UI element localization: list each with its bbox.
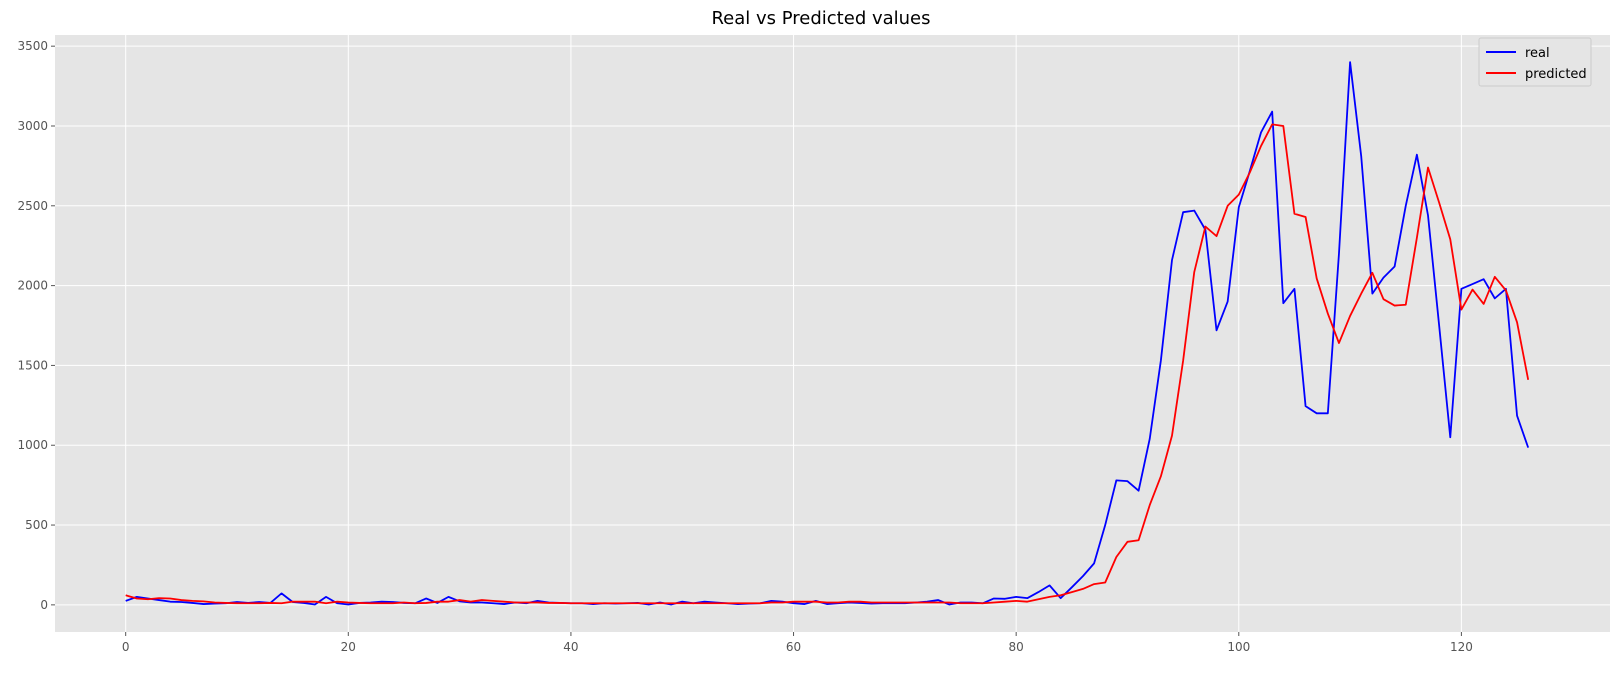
y-tick-label: 3000 xyxy=(17,119,48,133)
y-tick-label: 500 xyxy=(25,518,48,532)
chart-title: Real vs Predicted values xyxy=(711,8,930,29)
y-tick-label: 2500 xyxy=(17,199,48,213)
y-tick-label: 1000 xyxy=(17,438,48,452)
series-layer xyxy=(125,61,1530,606)
x-axis-ticks: 0 20 40 60 80 100 120 xyxy=(122,632,1473,654)
x-tick-label: 100 xyxy=(1227,640,1250,654)
x-tick-label: 0 xyxy=(122,640,130,654)
y-tick-label: 0 xyxy=(40,598,48,612)
x-tick-label: 60 xyxy=(786,640,801,654)
legend: real predicted xyxy=(1478,37,1592,87)
y-axis-ticks: 0 500 1000 1500 2000 2500 3000 3500 xyxy=(17,39,55,612)
legend-label-predicted: predicted xyxy=(1525,67,1587,82)
y-tick-label: 1500 xyxy=(17,358,48,372)
x-tick-label: 20 xyxy=(341,640,356,654)
x-tick-label: 80 xyxy=(1009,640,1024,654)
legend-label-real: real xyxy=(1525,46,1550,61)
y-tick-label: 2000 xyxy=(17,279,48,293)
plot-area xyxy=(55,35,1610,632)
series-line-predicted xyxy=(125,123,1530,605)
y-tick-label: 3500 xyxy=(17,39,48,53)
x-tick-label: 40 xyxy=(563,640,578,654)
x-tick-label: 120 xyxy=(1450,640,1473,654)
